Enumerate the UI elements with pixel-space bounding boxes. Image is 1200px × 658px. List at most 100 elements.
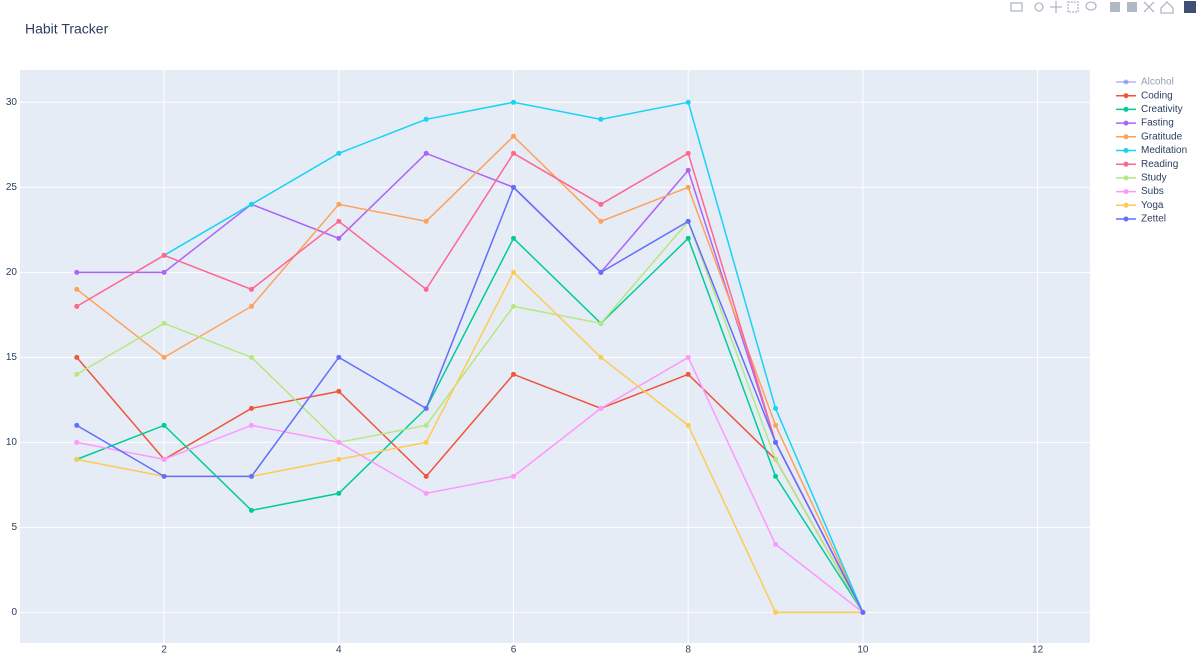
point <box>685 218 691 224</box>
point <box>773 456 779 462</box>
point <box>248 422 254 428</box>
point <box>248 405 254 411</box>
x-tick-label: 10 <box>857 645 869 656</box>
point <box>773 541 779 547</box>
point <box>74 439 80 445</box>
x-tick-label: 4 <box>336 645 342 656</box>
point <box>161 269 167 275</box>
point <box>685 167 691 173</box>
point <box>598 201 604 207</box>
point <box>598 354 604 360</box>
point <box>336 235 342 241</box>
x-tick-label: 12 <box>1032 645 1044 656</box>
legend-marker <box>1123 161 1129 167</box>
point <box>74 286 80 292</box>
point <box>511 150 517 156</box>
legend-label[interactable]: Creativity <box>1141 104 1183 115</box>
legend-label[interactable]: Zettel <box>1141 214 1166 225</box>
modebar-autoscale[interactable] <box>1143 1 1155 13</box>
point <box>248 507 254 513</box>
point <box>161 473 167 479</box>
point <box>161 456 167 462</box>
point <box>423 422 429 428</box>
point <box>336 354 342 360</box>
modebar-lasso[interactable] <box>1085 1 1097 11</box>
point <box>773 405 779 411</box>
series-line <box>76 219 864 613</box>
y-tick-label: 10 <box>6 437 18 448</box>
legend-label[interactable]: Coding <box>1141 90 1173 101</box>
point <box>74 456 80 462</box>
series-line <box>76 135 864 613</box>
modebar-zoom-in[interactable] <box>1110 2 1120 12</box>
point <box>598 269 604 275</box>
point <box>336 201 342 207</box>
legend-marker <box>1123 120 1129 126</box>
point <box>161 320 167 326</box>
y-tick-label: 0 <box>11 607 17 618</box>
legend-label[interactable]: Study <box>1141 173 1167 184</box>
legend-label[interactable]: Alcohol <box>1141 77 1174 88</box>
point <box>423 116 429 122</box>
y-tick-label: 20 <box>6 267 18 278</box>
point <box>773 422 779 428</box>
point <box>511 473 517 479</box>
point <box>336 490 342 496</box>
modebar-zoom-out[interactable] <box>1127 2 1137 12</box>
point <box>511 269 517 275</box>
point <box>423 439 429 445</box>
modebar-reset[interactable] <box>1160 1 1174 14</box>
y-tick-label: 5 <box>11 522 17 533</box>
modebar-select[interactable] <box>1067 1 1079 13</box>
series-line <box>76 356 864 613</box>
point <box>336 388 342 394</box>
modebar-zoom[interactable] <box>1034 2 1044 12</box>
point <box>248 354 254 360</box>
y-tick-label: 25 <box>6 182 18 193</box>
point <box>248 286 254 292</box>
legend-label[interactable]: Subs <box>1141 186 1164 197</box>
point <box>685 422 691 428</box>
point <box>336 150 342 156</box>
series-line <box>76 152 864 613</box>
point <box>685 235 691 241</box>
point <box>685 99 691 105</box>
legend-label[interactable]: Reading <box>1141 159 1178 170</box>
point <box>511 184 517 190</box>
point <box>161 252 167 258</box>
legend-marker <box>1123 79 1129 85</box>
point <box>248 303 254 309</box>
modebar-logo[interactable] <box>1184 1 1196 13</box>
point <box>685 354 691 360</box>
legend-label[interactable]: Fasting <box>1141 118 1174 129</box>
point <box>423 405 429 411</box>
series-line <box>76 356 864 613</box>
point <box>423 286 429 292</box>
point <box>74 354 80 360</box>
legend-label[interactable]: Meditation <box>1141 145 1187 156</box>
legend-label[interactable]: Gratitude <box>1141 131 1183 142</box>
point <box>336 439 342 445</box>
modebar-pan[interactable] <box>1050 1 1062 13</box>
y-tick-label: 30 <box>6 97 18 108</box>
point <box>685 371 691 377</box>
legend-label[interactable]: Yoga <box>1141 200 1164 211</box>
point <box>511 303 517 309</box>
point <box>74 303 80 309</box>
chart-title: Habit Tracker <box>25 21 109 37</box>
legend-marker <box>1123 148 1129 153</box>
point <box>511 235 517 241</box>
point <box>74 422 80 428</box>
modebar-camera[interactable] <box>1010 2 1023 12</box>
point <box>598 218 604 224</box>
point <box>336 456 342 462</box>
modebar[interactable] <box>1010 1 1196 14</box>
point <box>511 371 517 377</box>
point <box>336 218 342 224</box>
legend-marker <box>1123 175 1129 181</box>
point <box>161 422 167 428</box>
point <box>685 150 691 156</box>
point <box>248 473 254 479</box>
point <box>773 439 779 445</box>
